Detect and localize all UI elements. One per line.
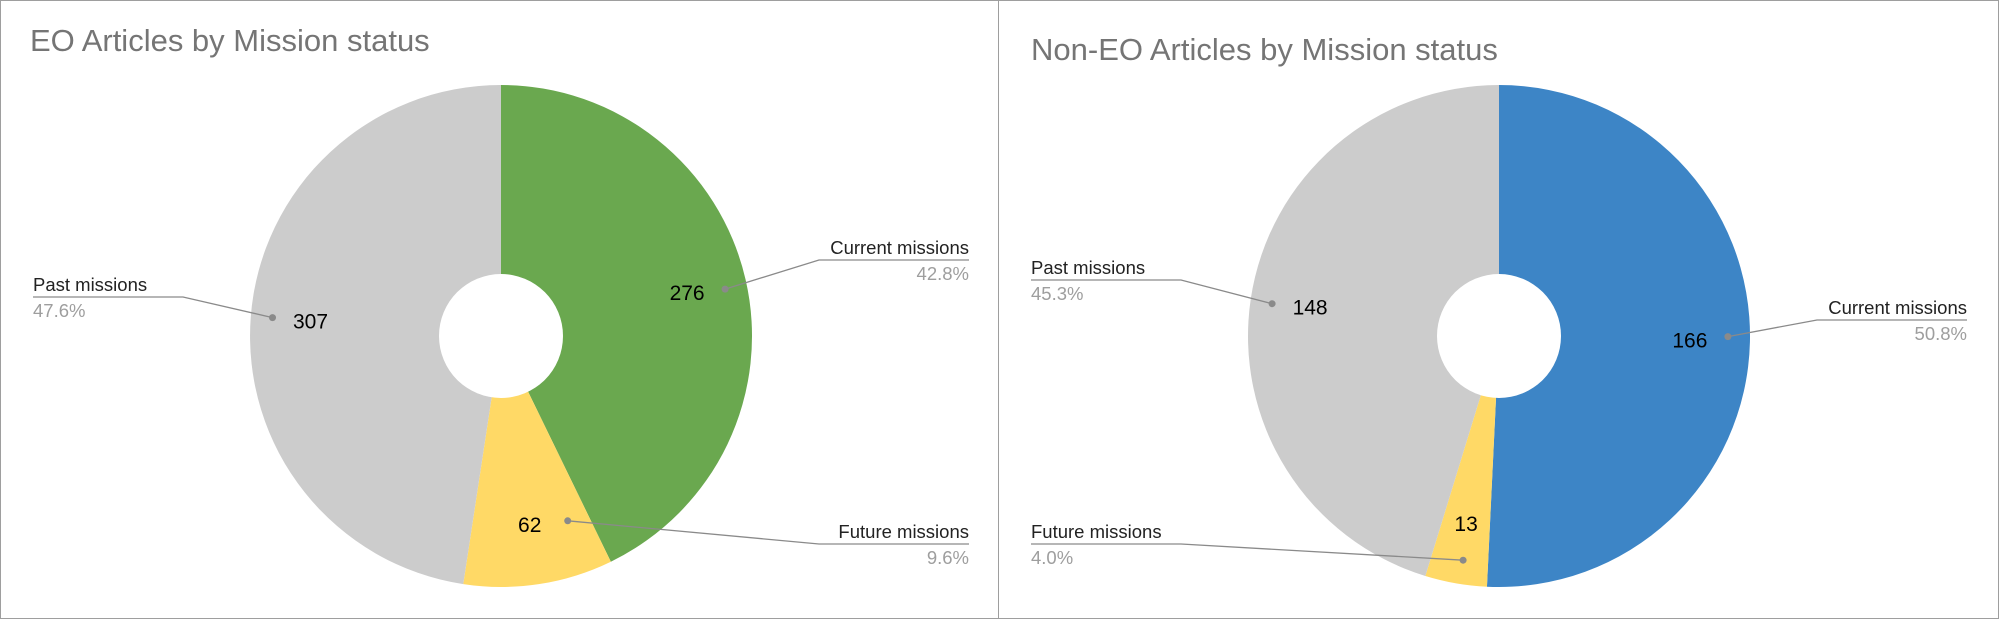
- pie-slice: [1425, 336, 1499, 587]
- leader-line: [567, 520, 969, 545]
- pie-slice: [501, 84, 753, 562]
- leader-line: [1727, 319, 1967, 338]
- eo-donut-chart: EO Articles by Mission status 276 Current…: [30, 23, 969, 587]
- chart-title: EO Articles by Mission status: [30, 23, 430, 58]
- slice-value-label: 276: [670, 282, 705, 305]
- slice-percent-label: 45.3%: [1031, 283, 1083, 304]
- slice-value-label: 13: [1454, 513, 1477, 536]
- eo-chart-panel: EO Articles by Mission status 276 Current…: [0, 0, 1000, 619]
- slice-percent-label: 42.8%: [917, 263, 969, 284]
- non-eo-chart-panel: Non-EO Articles by Mission status 166 Cur…: [998, 0, 1999, 619]
- label-group: 166 Current missions 50.8% 13 Future mission…: [1031, 257, 1967, 568]
- slice-value-label: 166: [1672, 330, 1707, 353]
- donut-hole: [1437, 274, 1561, 398]
- slice-group: [1248, 85, 1751, 587]
- slice-category-label: Current missions: [830, 237, 969, 258]
- slice-percent-label: 47.6%: [33, 300, 85, 321]
- leader-lines: [33, 259, 969, 545]
- slice-percent-label: 9.6%: [927, 547, 969, 568]
- slice-category-label: Past missions: [1031, 257, 1145, 278]
- slice-value-label: 148: [1293, 297, 1328, 320]
- leader-line: [1031, 543, 1464, 561]
- chart-title: Non-EO Articles by Mission status: [1031, 32, 1498, 67]
- slice-value-label: 62: [518, 514, 541, 537]
- slice-category-label: Past missions: [33, 274, 147, 295]
- leader-line: [1031, 279, 1273, 305]
- leader-line: [724, 259, 969, 290]
- slice-value-label: 307: [293, 311, 328, 334]
- pie-slice: [1248, 85, 1499, 576]
- slice-group: [250, 84, 753, 587]
- pie-slice: [250, 85, 501, 585]
- slice-percent-label: 4.0%: [1031, 547, 1073, 568]
- non-eo-donut-chart: Non-EO Articles by Mission status 166 Cur…: [1031, 32, 1967, 587]
- slice-category-label: Future missions: [838, 521, 969, 542]
- slice-percent-label: 50.8%: [1915, 323, 1967, 344]
- label-group: 276 Current missions 42.8% 62 Future mission…: [33, 237, 969, 568]
- leader-line: [33, 296, 273, 319]
- pie-slice: [1486, 85, 1751, 587]
- pie-slice: [463, 336, 611, 587]
- donut-hole: [439, 274, 563, 398]
- slice-category-label: Current missions: [1828, 297, 1967, 318]
- slice-category-label: Future missions: [1031, 521, 1162, 542]
- leader-lines: [1031, 279, 1967, 564]
